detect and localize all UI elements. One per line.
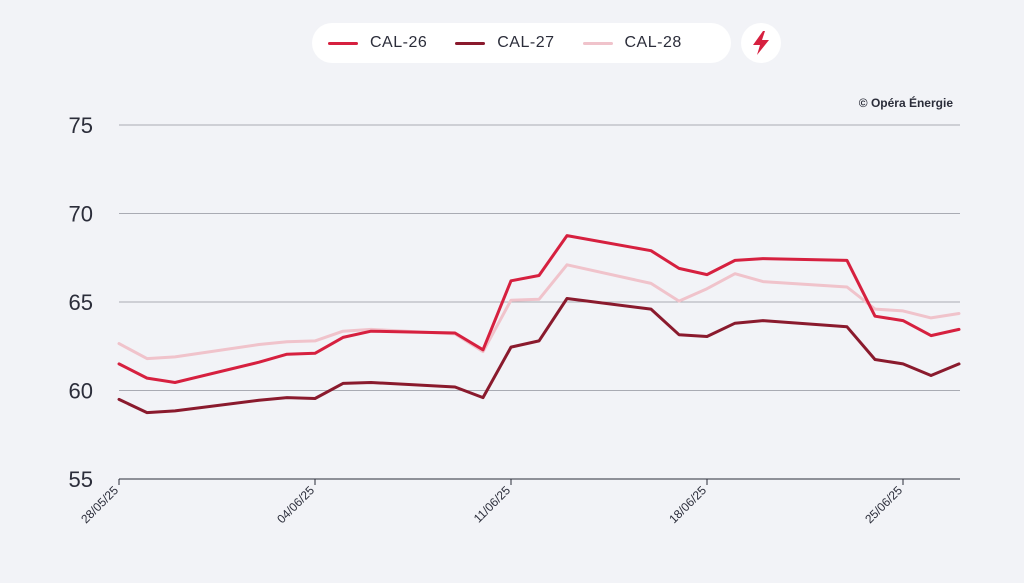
y-tick-label: 55	[69, 467, 93, 492]
y-tick-label: 75	[69, 113, 93, 138]
series-lines	[117, 234, 961, 415]
copyright-credit: © Opéra Énergie	[858, 96, 953, 110]
lightning-bolt-icon	[753, 31, 769, 55]
x-tick-label: 11/06/25	[471, 483, 514, 526]
x-tick-label: 04/06/25	[274, 483, 317, 526]
x-tick-label: 25/06/25	[862, 483, 905, 526]
legend-item-cal-28[interactable]: CAL-28	[582, 34, 682, 52]
legend-item-cal-27[interactable]: CAL-27	[455, 34, 554, 52]
legend-swatch	[328, 41, 358, 45]
legend-item-cal-26[interactable]: CAL-26	[328, 34, 427, 52]
gridlines	[119, 124, 960, 391]
y-tick-label: 65	[69, 290, 93, 315]
legend-label: CAL-26	[370, 34, 428, 51]
y-tick-label: 60	[69, 379, 93, 404]
energy-toggle-button[interactable]	[741, 23, 781, 63]
legend-swatch	[455, 41, 486, 45]
axes	[118, 478, 960, 485]
series-line-cal-26	[117, 234, 961, 384]
x-tick-label: 18/06/25	[666, 483, 709, 526]
legend-label: CAL-28	[624, 34, 682, 51]
y-tick-label: 70	[69, 202, 93, 227]
series-line-cal-27	[117, 297, 961, 415]
series-line-cal-28	[117, 263, 961, 361]
legend-label: CAL-27	[497, 34, 555, 51]
legend-swatch	[582, 41, 613, 45]
chart-legend: CAL-26 CAL-27 CAL-28	[312, 23, 731, 63]
